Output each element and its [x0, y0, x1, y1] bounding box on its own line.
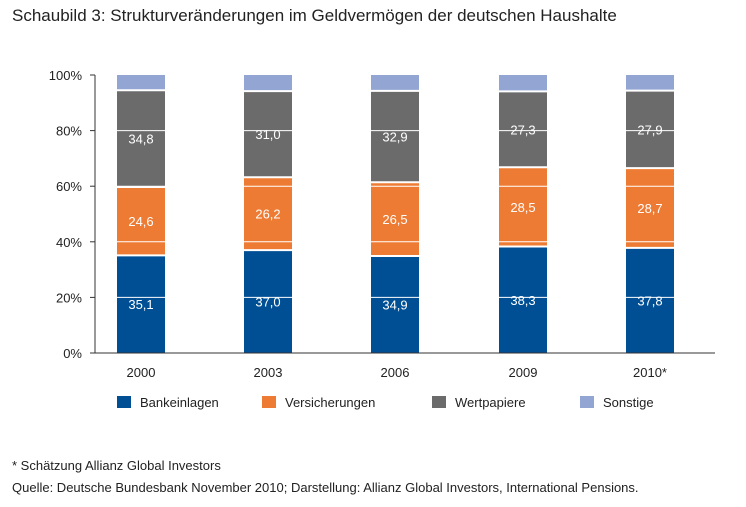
- source-note: Quelle: Deutsche Bundesbank November 201…: [12, 480, 639, 495]
- legend: Bankeinlagen Versicherungen Wertpapiere Son…: [117, 395, 654, 410]
- bar-stack-2009: 38,3 28,5 27,3: [499, 75, 547, 353]
- bar-segment-sonstige: [499, 75, 547, 92]
- bar-segment-bankeinlagen: [499, 246, 547, 353]
- data-label: 27,3: [510, 122, 535, 137]
- data-label: 37,8: [637, 293, 662, 308]
- data-label: 38,3: [510, 293, 535, 308]
- data-label: 37,0: [255, 295, 280, 310]
- legend-item-sonstige: Sonstige: [580, 395, 654, 410]
- data-label: 26,5: [382, 212, 407, 227]
- stacked-bar-chart: 0%20%40%60%80%100% 35,124,634,837,026,23…: [49, 68, 715, 410]
- data-label: 28,5: [510, 200, 535, 215]
- data-label: 28,7: [637, 201, 662, 216]
- y-tick-label: 60%: [56, 179, 82, 194]
- bar-segment-sonstige: [371, 75, 419, 91]
- bar-stack-2000: 35,1 24,6 34,8: [117, 75, 165, 353]
- x-tick-label: 2003: [254, 365, 283, 380]
- x-tick-label: 2009: [509, 365, 538, 380]
- data-label: 26,2: [255, 207, 280, 222]
- x-tick-label: 2006: [381, 365, 410, 380]
- bar-segment-versicherungen: [499, 167, 547, 247]
- data-label: 32,9: [382, 130, 407, 145]
- y-tick-label: 80%: [56, 124, 82, 139]
- bar-segment-bankeinlagen: [117, 255, 165, 353]
- bar-stack-2010: 37,8 28,7 27,9: [626, 75, 674, 353]
- bar-segment-sonstige: [244, 75, 292, 92]
- bar-segment-versicherungen: [244, 177, 292, 251]
- data-label: 34,8: [128, 132, 153, 147]
- y-tick-label: 20%: [56, 290, 82, 305]
- legend-item-wertpapiere: Wertpapiere: [432, 395, 526, 410]
- bar-stack-2006: 34,9 26,5 32,9: [371, 75, 419, 353]
- bar-stack-2003: 37,0 26,2 31,0: [244, 75, 292, 353]
- y-tick-label: 0%: [63, 346, 82, 361]
- bar-segment-bankeinlagen: [244, 250, 292, 353]
- legend-swatch: [432, 396, 446, 408]
- bar-segment-wertpapiere: [371, 90, 419, 183]
- bar-segment-wertpapiere: [626, 90, 674, 169]
- y-tick-label: 100%: [49, 68, 83, 83]
- legend-label: Bankeinlagen: [140, 395, 219, 410]
- legend-item-versicherungen: Versicherungen: [262, 395, 375, 410]
- bar-segment-sonstige: [117, 75, 165, 91]
- data-label: 34,9: [382, 297, 407, 312]
- bar-segment-wertpapiere: [499, 91, 547, 168]
- bar-segment-wertpapiere: [117, 90, 165, 188]
- bar-segment-bankeinlagen: [626, 247, 674, 353]
- bars: 35,1 24,6 34,8 37,0 26,2 31,0 34,9 26,5 32,9 38,3…: [117, 75, 674, 353]
- bar-segment-sonstige: [626, 75, 674, 91]
- legend-swatch: [262, 396, 276, 408]
- bar-segment-versicherungen: [371, 182, 419, 256]
- bar-segment-versicherungen: [626, 168, 674, 248]
- data-label: 35,1: [128, 297, 153, 312]
- x-tick-label: 2000: [127, 365, 156, 380]
- x-tick-label: 2010*: [633, 365, 667, 380]
- chart-title: Schaubild 3: Strukturveränderungen im Ge…: [12, 6, 617, 25]
- x-axis: 2000 2003 2006 2009 2010*: [95, 352, 715, 380]
- legend-label: Versicherungen: [285, 395, 375, 410]
- legend-label: Wertpapiere: [455, 395, 526, 410]
- bar-segment-bankeinlagen: [371, 255, 419, 353]
- legend-item-bankeinlagen: Bankeinlagen: [117, 395, 219, 410]
- bar-segment-wertpapiere: [244, 91, 292, 178]
- y-axis: 0% 20% 40% 60% 80% 100%: [49, 68, 96, 361]
- legend-swatch: [580, 396, 594, 408]
- data-label: 31,0: [255, 127, 280, 142]
- legend-swatch: [117, 396, 131, 408]
- bar-segment-versicherungen: [117, 187, 165, 256]
- y-tick-label: 40%: [56, 235, 82, 250]
- data-label: 27,9: [637, 122, 662, 137]
- footnote: * Schätzung Allianz Global Investors: [12, 458, 221, 473]
- data-label: 24,6: [128, 214, 153, 229]
- legend-label: Sonstige: [603, 395, 654, 410]
